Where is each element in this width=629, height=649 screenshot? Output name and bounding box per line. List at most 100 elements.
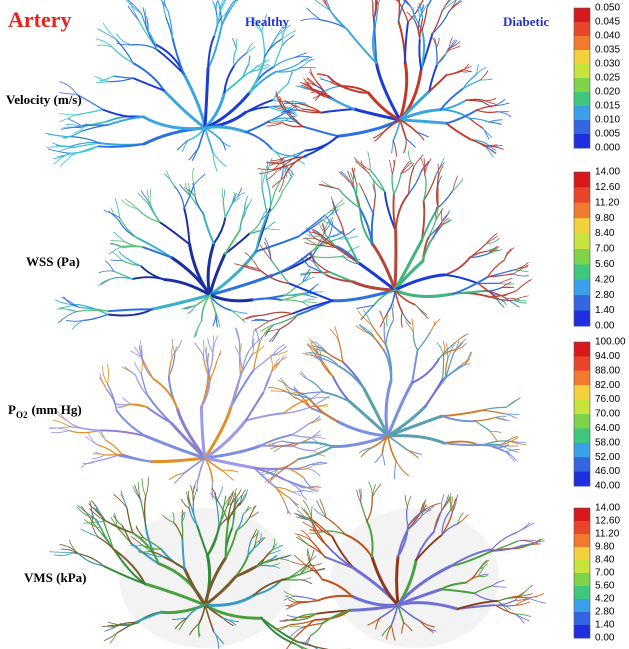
vessel [405, 448, 419, 459]
colorbar-tick-label: 2.80 [595, 607, 615, 618]
vessel [103, 209, 121, 219]
vessel [283, 398, 310, 414]
vessel [452, 340, 460, 355]
vessel [212, 216, 227, 245]
colorbar-segment [574, 50, 590, 65]
vessel [286, 565, 307, 580]
vessel [407, 495, 412, 508]
vessel [163, 173, 175, 187]
vessel [180, 498, 190, 509]
vessel [278, 554, 292, 559]
vessel [310, 340, 324, 350]
vessel [503, 413, 517, 419]
vessel [222, 189, 226, 201]
vessel [505, 448, 520, 453]
vessel [401, 622, 405, 634]
vessel [80, 528, 98, 537]
vessel [269, 117, 288, 122]
colorbar-segment [574, 187, 590, 204]
vessel [245, 119, 271, 134]
vessel [289, 497, 298, 506]
vessel [223, 65, 235, 94]
colorbar-tick-label: 5.60 [595, 259, 615, 270]
vessel [324, 214, 332, 225]
vessel [310, 271, 330, 274]
vessel [273, 45, 283, 68]
vessel [137, 551, 149, 555]
vessel [260, 617, 297, 645]
vessel [147, 202, 161, 223]
vessel [297, 445, 334, 461]
vessel [234, 327, 241, 344]
vessel [314, 91, 324, 102]
colorbar-tick-label: 0.045 [595, 17, 620, 28]
vessel [99, 429, 147, 438]
colorbar-tick-label: 40.00 [595, 481, 620, 492]
vessel [293, 393, 306, 396]
vessel [139, 340, 143, 359]
colorbar-tick-label: 11.20 [595, 197, 620, 208]
vessel [242, 63, 250, 78]
vessel [302, 521, 315, 529]
vessel [48, 427, 70, 431]
vessel [447, 40, 461, 50]
vessel [438, 342, 457, 360]
vessel [192, 477, 200, 490]
vessel [171, 345, 174, 358]
vessel [406, 516, 422, 531]
vessel [116, 454, 153, 463]
vessel [332, 80, 346, 89]
vessel [192, 183, 196, 197]
vessel [302, 135, 339, 158]
vessel [300, 441, 334, 448]
vessel [105, 260, 114, 272]
vessel [167, 10, 174, 39]
vessel [429, 318, 441, 333]
vessel [60, 126, 82, 130]
vessel [309, 434, 322, 440]
vessel [56, 410, 73, 425]
vessel [519, 593, 534, 597]
vessel [95, 443, 119, 456]
vessel [327, 96, 355, 110]
vessel [379, 311, 389, 328]
vessel [360, 304, 375, 321]
vessel [503, 247, 515, 261]
vessel [369, 169, 386, 193]
vessel [224, 232, 251, 255]
vessel [314, 237, 335, 247]
vessel [172, 511, 175, 523]
vessel [315, 0, 331, 11]
vessel [92, 453, 105, 456]
vessel [284, 502, 292, 516]
vessel [431, 11, 450, 35]
vessel [441, 355, 445, 380]
vessel [367, 616, 382, 626]
vessel [295, 595, 319, 602]
vessel [341, 245, 360, 257]
vessel [421, 7, 428, 32]
row-label: VMS (kPa) [24, 570, 86, 585]
vessel [338, 228, 356, 240]
vessel [309, 253, 315, 263]
vessel [109, 77, 134, 83]
vessel [260, 208, 269, 221]
vessel [294, 533, 311, 541]
vessel [220, 1, 234, 28]
vessel [302, 276, 315, 283]
vessel [475, 63, 479, 76]
vessel [188, 242, 212, 297]
vessel [496, 111, 512, 118]
vessel [249, 511, 259, 518]
vessel [443, 273, 479, 285]
vessel [299, 58, 313, 69]
vessel [372, 184, 376, 196]
vessel [72, 145, 99, 156]
vessel [202, 354, 209, 376]
vessel [395, 460, 410, 477]
vessel [143, 495, 147, 527]
vessel [204, 348, 207, 361]
vessel [51, 430, 70, 434]
vessel [300, 81, 313, 90]
vessel [395, 0, 399, 2]
